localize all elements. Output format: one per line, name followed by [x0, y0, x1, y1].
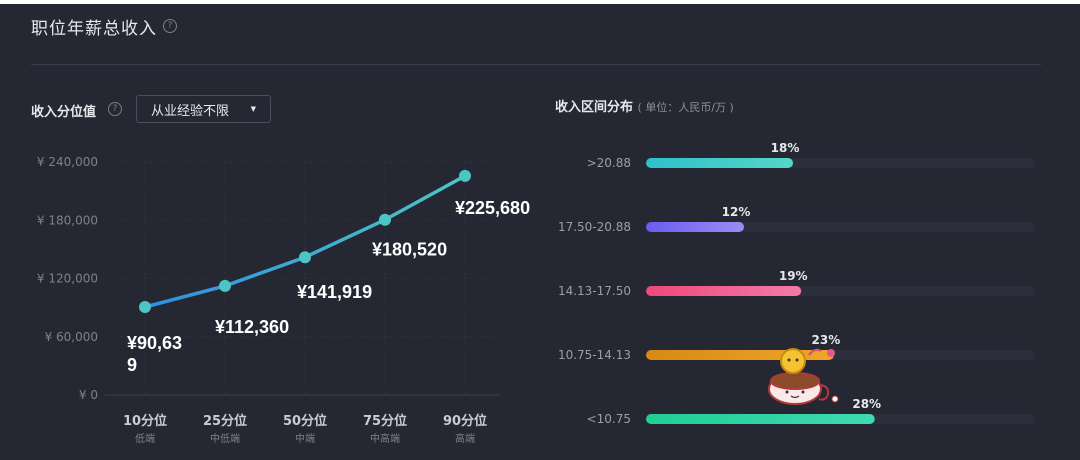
bar-value-label: 18% — [771, 141, 800, 155]
x-sublabel: 中端 — [295, 432, 315, 445]
x-sublabel: 中低端 — [210, 432, 240, 445]
page-title: 职位年薪总收入 — [31, 19, 157, 39]
data-point — [379, 213, 391, 226]
y-tick-label: ¥ 60,000 — [45, 330, 98, 344]
bar-category-label: >20.88 — [587, 156, 631, 170]
percentile-help-icon[interactable]: ? — [108, 102, 122, 116]
data-label: ¥141,919 — [297, 282, 372, 302]
divider — [31, 64, 1041, 65]
x-category-label: 10分位 — [123, 413, 167, 429]
caret-down-icon: ▼ — [250, 105, 256, 113]
bar — [646, 158, 794, 168]
x-category-label: 25分位 — [203, 413, 247, 429]
bar — [646, 222, 745, 232]
x-category-label: 75分位 — [363, 413, 407, 429]
bar-category-label: 10.75-14.13 — [558, 348, 631, 362]
bar-value-label: 28% — [852, 397, 881, 411]
bar-value-label: 19% — [779, 269, 808, 283]
data-label: ¥225,680 — [455, 198, 530, 218]
data-label: ¥112,360 — [215, 317, 289, 337]
y-tick-label: ¥ 0 — [79, 388, 98, 402]
data-point — [459, 169, 471, 182]
bar-value-label: 23% — [812, 333, 841, 347]
x-sublabel: 中高端 — [370, 432, 400, 445]
y-tick-label: ¥ 240,000 — [37, 155, 98, 169]
income-distribution-chart: >20.88 18% 17.50-20.88 12% 14.13-17.50 19% 10.… — [558, 141, 1035, 426]
bar-category-label: 17.50-20.88 — [558, 220, 631, 234]
x-category-label: 90分位 — [443, 413, 487, 429]
data-point — [299, 251, 311, 264]
percentile-line-chart: ¥ 0 ¥ 60,000 ¥ 120,000 ¥ 180,000 ¥ 240,000 ¥9… — [37, 155, 530, 445]
data-point — [219, 279, 231, 292]
coffee-cup-sticker-icon — [768, 348, 839, 405]
data-label: ¥180,520 — [372, 240, 447, 260]
experience-dropdown[interactable]: 从业经验不限 ▼ — [136, 95, 271, 123]
distribution-unit: ( 单位：人民币/万 ) — [637, 101, 734, 114]
bar — [646, 414, 875, 424]
data-point — [139, 301, 151, 314]
x-sublabel: 高端 — [455, 432, 475, 445]
percentile-section-label: 收入分位值 — [31, 105, 97, 120]
x-sublabel: 低端 — [135, 432, 155, 445]
help-icon[interactable]: ? — [163, 19, 177, 33]
y-tick-label: ¥ 180,000 — [37, 213, 98, 227]
y-tick-label: ¥ 120,000 — [37, 272, 98, 286]
data-label: ¥90,63 9 — [127, 333, 182, 375]
top-border — [0, 0, 1080, 4]
distribution-label-text: 收入区间分布 — [555, 100, 634, 115]
bar-category-label: <10.75 — [587, 412, 631, 426]
x-category-label: 50分位 — [283, 413, 327, 429]
bar-value-label: 12% — [722, 205, 751, 219]
bar — [646, 286, 802, 296]
bar-category-label: 14.13-17.50 — [558, 284, 631, 298]
experience-dropdown-value: 从业经验不限 — [151, 103, 230, 119]
distribution-section-label: 收入区间分布 ( 单位：人民币/万 ) — [555, 96, 734, 115]
